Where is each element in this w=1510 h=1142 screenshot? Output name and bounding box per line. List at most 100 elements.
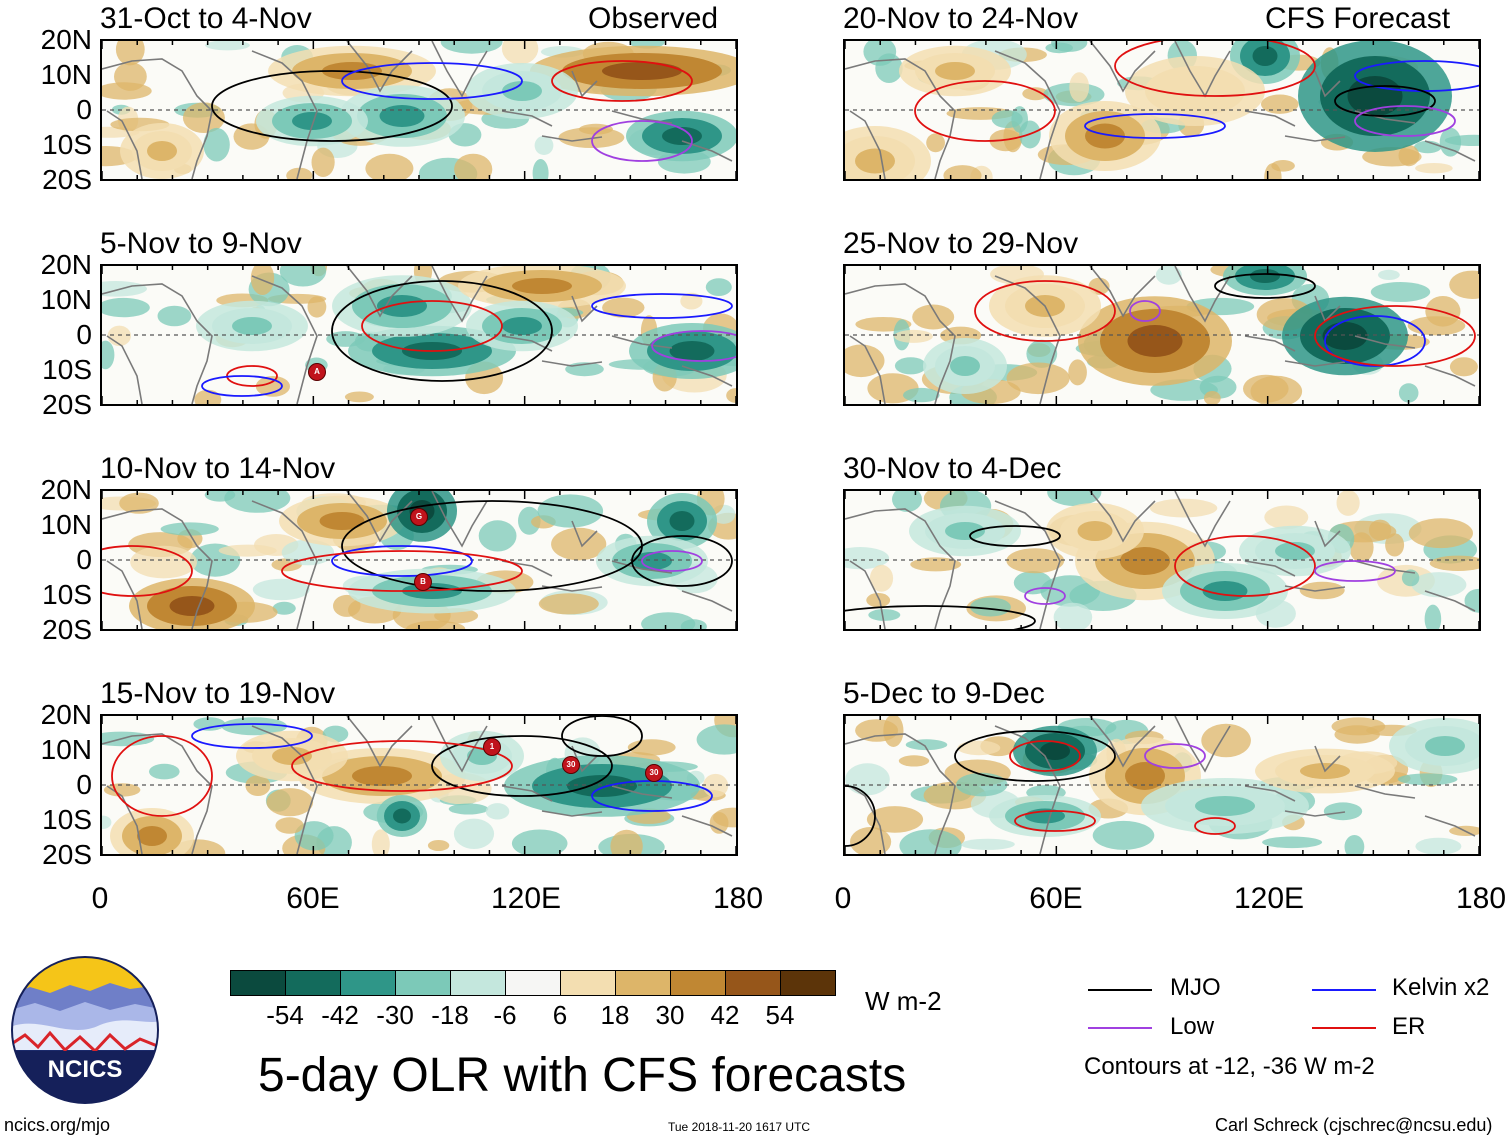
colorbar-swatch — [230, 970, 286, 996]
legend-low-line — [1088, 1027, 1152, 1029]
legend-note: Contours at -12, -36 W m-2 — [1084, 1053, 1375, 1080]
lon-label-0-right: 0 — [834, 882, 852, 915]
colorbar-tick-label: 42 — [710, 1000, 740, 1030]
storm-marker-icon: 30 — [562, 756, 580, 774]
storm-marker-icon: A — [308, 363, 326, 381]
colorbar-swatch — [395, 970, 451, 996]
colorbar-swatch — [780, 970, 836, 996]
lat-label-0-row3: 0 — [76, 544, 92, 575]
lat-label-10s-row4: 10S — [42, 804, 92, 835]
map-panel-forecast-2 — [843, 264, 1481, 406]
colorbar-swatch — [285, 970, 341, 996]
panel-artwork — [845, 491, 1479, 629]
panel-ticks — [845, 41, 1479, 179]
colorbar-swatch — [615, 970, 671, 996]
colorbar-tick-label: -30 — [376, 1000, 414, 1030]
colorbar-tick-label: 54 — [765, 1000, 795, 1030]
panel-title-4: 15-Nov to 19-Nov — [100, 677, 336, 710]
lat-label-10s-row3: 10S — [42, 579, 92, 610]
lon-label-180-right: 180 — [1455, 882, 1507, 915]
colorbar-swatch — [340, 970, 396, 996]
map-panel-observed-1 — [100, 39, 738, 181]
lat-label-10s-row1: 10S — [42, 129, 92, 160]
panel-title-2: 5-Nov to 9-Nov — [100, 227, 302, 260]
lon-label-120e-right: 120E — [1233, 882, 1305, 915]
colorbar-tick-label: 18 — [600, 1000, 630, 1030]
colorbar-tick-label: 30 — [655, 1000, 685, 1030]
colorbar-swatch — [505, 970, 561, 996]
panel-ticks — [102, 41, 736, 179]
panel-artwork — [102, 41, 736, 179]
lat-label-20n-row4: 20N — [40, 699, 92, 730]
panel-ticks — [845, 266, 1479, 404]
lon-label-60e-left: 60E — [286, 882, 340, 915]
panel-ticks — [845, 491, 1479, 629]
map-panel-observed-4: 1 30 30 — [100, 714, 738, 856]
legend-er-line — [1312, 1027, 1376, 1029]
lat-label-20n-row3: 20N — [40, 474, 92, 505]
logo-text: NCICS — [48, 1056, 123, 1083]
colorbar-swatch — [725, 970, 781, 996]
map-panel-observed-2: A — [100, 264, 738, 406]
lon-label-0-left: 0 — [91, 882, 109, 915]
map-panel-forecast-3 — [843, 489, 1481, 631]
ncics-logo: NCICS — [10, 955, 160, 1105]
lat-label-10s-row2: 10S — [42, 354, 92, 385]
panel-title-6: 25-Nov to 29-Nov — [843, 227, 1079, 260]
panel-artwork — [102, 491, 736, 629]
map-panel-forecast-1 — [843, 39, 1481, 181]
lat-label-0-row2: 0 — [76, 319, 92, 350]
lat-label-0-row4: 0 — [76, 769, 92, 800]
lat-label-10n-row1: 10N — [40, 59, 92, 90]
lat-label-20s-row1: 20S — [42, 164, 92, 195]
panel-title-5: 20-Nov to 24-Nov — [843, 2, 1079, 35]
panel-title-3: 10-Nov to 14-Nov — [100, 452, 336, 485]
colorbar-tick-label: -6 — [493, 1000, 517, 1030]
panel-ticks — [845, 716, 1479, 854]
lat-label-20n-row1: 20N — [40, 24, 92, 55]
footer-url[interactable]: ncics.org/mjo — [4, 1115, 111, 1135]
lat-label-20s-row3: 20S — [42, 614, 92, 645]
lon-label-180-left: 180 — [712, 882, 764, 915]
footer-author: Carl Schreck (cjschrec@ncsu.edu) — [1215, 1115, 1493, 1135]
colorbar-swatch — [670, 970, 726, 996]
panel-artwork — [845, 266, 1479, 404]
colorbar-tick-label: 6 — [552, 1000, 568, 1030]
legend-mjo-line — [1088, 989, 1152, 991]
storm-marker-icon: 30 — [645, 764, 663, 782]
colorbar-unit: W m-2 — [865, 986, 942, 1016]
footer-timestamp: Tue 2018-11-20 1617 UTC — [668, 1120, 811, 1134]
lat-label-20s-row2: 20S — [42, 389, 92, 420]
legend-kelvin: Kelvin x2 — [1392, 974, 1490, 1001]
lat-label-10n-row2: 10N — [40, 284, 92, 315]
legend-er: ER — [1392, 1013, 1426, 1040]
panel-artwork — [845, 41, 1479, 179]
figure-title: 5-day OLR with CFS forecasts — [258, 1049, 907, 1102]
panel-artwork — [102, 266, 736, 404]
lat-label-10n-row3: 10N — [40, 509, 92, 540]
legend-low: Low — [1170, 1013, 1215, 1040]
lat-label-10n-row4: 10N — [40, 734, 92, 765]
legend-mjo: MJO — [1170, 974, 1221, 1001]
colorbar-tick-label: -42 — [321, 1000, 359, 1030]
storm-marker-icon: B — [414, 573, 432, 591]
colorbar-tick-label: -18 — [431, 1000, 469, 1030]
lat-label-20n-row2: 20N — [40, 249, 92, 280]
legend-kelvin-line — [1312, 989, 1376, 991]
panel-ticks — [102, 266, 736, 404]
colorbar-tick-label: -54 — [266, 1000, 304, 1030]
lat-label-0-row1: 0 — [76, 94, 92, 125]
panel-tag-cfs-forecast: CFS Forecast — [1265, 2, 1451, 35]
panel-ticks — [102, 491, 736, 629]
panel-title-1: 31-Oct to 4-Nov — [100, 2, 312, 35]
panel-title-8: 5-Dec to 9-Dec — [843, 677, 1045, 710]
colorbar-swatch — [560, 970, 616, 996]
storm-marker-icon: 1 — [483, 738, 501, 756]
lon-label-60e-right: 60E — [1029, 882, 1083, 915]
lat-label-20s-row4: 20S — [42, 839, 92, 870]
storm-marker-icon: G — [410, 508, 428, 526]
lon-label-120e-left: 120E — [490, 882, 562, 915]
colorbar-swatch — [450, 970, 506, 996]
panel-artwork — [845, 716, 1479, 854]
panel-title-7: 30-Nov to 4-Dec — [843, 452, 1062, 485]
